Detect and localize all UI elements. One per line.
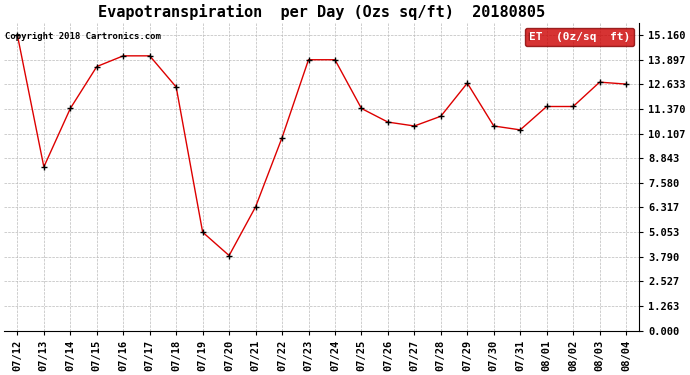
- Text: Copyright 2018 Cartronics.com: Copyright 2018 Cartronics.com: [5, 32, 161, 41]
- Legend: ET  (0z/sq  ft): ET (0z/sq ft): [524, 28, 633, 46]
- Title: Evapotranspiration  per Day (Ozs sq/ft)  20180805: Evapotranspiration per Day (Ozs sq/ft) 2…: [98, 4, 545, 20]
